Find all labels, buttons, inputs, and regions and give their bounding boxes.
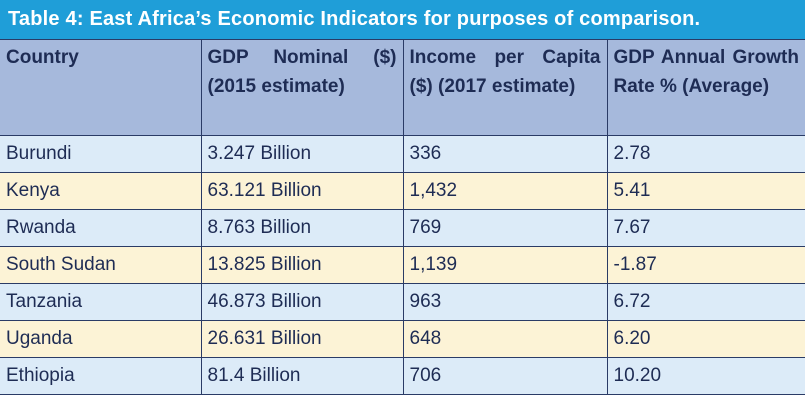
- cell-country: Tanzania: [0, 283, 202, 321]
- cell-income-per-capita: 1,139: [402, 246, 608, 284]
- cell-country: Ethiopia: [0, 357, 202, 395]
- table-row: South Sudan 13.825 Billion 1,139 -1.87: [0, 246, 805, 284]
- table-row: Kenya 63.121 Billion 1,432 5.41: [0, 172, 805, 210]
- cell-income-per-capita: 963: [402, 283, 608, 321]
- indicators-table: Country GDP Nominal ($) (2015 estimate) …: [0, 39, 805, 395]
- cell-gdp-growth: 6.72: [606, 283, 805, 321]
- header-country: Country: [0, 39, 202, 136]
- cell-income-per-capita: 769: [402, 209, 608, 247]
- cell-country: Kenya: [0, 172, 202, 210]
- cell-gdp-growth: 5.41: [606, 172, 805, 210]
- cell-income-per-capita: 1,432: [402, 172, 608, 210]
- cell-income-per-capita: 336: [402, 135, 608, 173]
- cell-gdp-nominal: 3.247 Billion: [200, 135, 404, 173]
- table-row: Tanzania 46.873 Billion 963 6.72: [0, 283, 805, 321]
- table-row: Uganda 26.631 Billion 648 6.20: [0, 320, 805, 358]
- table-title: Table 4: East Africa’s Economic Indicato…: [0, 0, 805, 39]
- cell-income-per-capita: 706: [402, 357, 608, 395]
- cell-country: Uganda: [0, 320, 202, 358]
- cell-gdp-nominal: 46.873 Billion: [200, 283, 404, 321]
- cell-gdp-growth: 2.78: [606, 135, 805, 173]
- cell-gdp-nominal: 81.4 Billion: [200, 357, 404, 395]
- cell-income-per-capita: 648: [402, 320, 608, 358]
- header-income-per-capita: Income per Capita ($) (2017 estimate): [402, 39, 608, 136]
- table-row: Ethiopia 81.4 Billion 706 10.20: [0, 357, 805, 395]
- cell-gdp-nominal: 63.121 Billion: [200, 172, 404, 210]
- cell-country: Burundi: [0, 135, 202, 173]
- cell-gdp-nominal: 13.825 Billion: [200, 246, 404, 284]
- table-row: Burundi 3.247 Billion 336 2.78: [0, 135, 805, 173]
- header-row: Country GDP Nominal ($) (2015 estimate) …: [0, 39, 805, 136]
- cell-country: South Sudan: [0, 246, 202, 284]
- cell-gdp-growth: 6.20: [606, 320, 805, 358]
- cell-gdp-nominal: 8.763 Billion: [200, 209, 404, 247]
- cell-gdp-nominal: 26.631 Billion: [200, 320, 404, 358]
- cell-gdp-growth: -1.87: [606, 246, 805, 284]
- header-gdp-nominal: GDP Nominal ($) (2015 estimate): [200, 39, 404, 136]
- cell-gdp-growth: 7.67: [606, 209, 805, 247]
- table-row: Rwanda 8.763 Billion 769 7.67: [0, 209, 805, 247]
- cell-gdp-growth: 10.20: [606, 357, 805, 395]
- header-gdp-growth: GDP Annual Growth Rate % (Average): [606, 39, 805, 136]
- cell-country: Rwanda: [0, 209, 202, 247]
